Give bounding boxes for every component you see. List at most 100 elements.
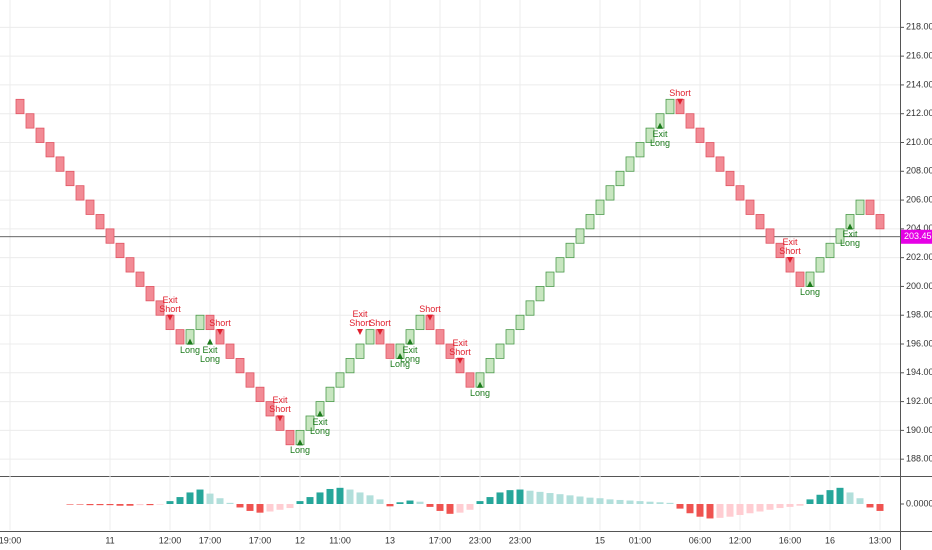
down-brick [695, 127, 705, 143]
up-brick [635, 142, 645, 158]
signal-arrow [477, 381, 483, 388]
histogram-bar [836, 487, 844, 504]
down-brick [115, 242, 125, 259]
y-tick-label: 196.00 [906, 338, 932, 348]
histogram-bar [456, 504, 464, 513]
signal-label: Exit Long [399, 344, 421, 364]
down-brick [745, 199, 755, 215]
signal-label: Exit Short [349, 309, 371, 328]
up-brick [615, 170, 625, 187]
histogram-bar [486, 497, 494, 504]
down-brick [755, 214, 765, 230]
histogram-bar [616, 499, 624, 504]
signal-label: Short [419, 303, 441, 314]
histogram-bar [86, 504, 94, 506]
histogram-bar [646, 501, 654, 504]
histogram-bar [446, 504, 454, 514]
y-tick-label: 210.00 [906, 137, 932, 147]
down-brick [175, 329, 185, 345]
down-brick [715, 156, 725, 172]
down-brick [765, 228, 775, 244]
histogram-bar [276, 504, 284, 510]
histogram-bar [426, 504, 434, 507]
signal-arrow [277, 415, 283, 422]
signal-arrow [297, 439, 303, 446]
histogram-bar [406, 500, 414, 504]
up-brick [495, 343, 505, 359]
histogram-bar [346, 489, 354, 504]
x-tick-label: 17:00 [429, 535, 452, 545]
up-brick [855, 199, 865, 215]
down-brick [155, 300, 165, 316]
histogram-bar [106, 504, 114, 506]
down-brick [685, 113, 695, 129]
signal-label: Exit Short [159, 294, 181, 314]
histogram-bar [726, 504, 734, 517]
histogram-bar [776, 504, 784, 509]
histogram-bar [166, 501, 174, 504]
x-tick-label: 19:00 [0, 535, 21, 545]
y-tick-label: 218.00 [906, 22, 932, 32]
histogram-bar [656, 502, 664, 504]
histogram-bar [296, 501, 304, 504]
signal-label: Short [209, 318, 231, 328]
up-brick [555, 257, 565, 273]
histogram-bar [606, 499, 614, 504]
up-brick [595, 199, 605, 215]
down-brick [15, 98, 25, 115]
signal-label: Short [669, 87, 691, 98]
up-brick [415, 314, 425, 331]
y-tick-label: 202.00 [906, 252, 932, 262]
histogram-bar [786, 504, 794, 507]
x-tick-label: 11:00 [329, 535, 351, 545]
histogram-bar [796, 504, 804, 506]
histogram-bar [336, 487, 344, 504]
signal-label: Exit Short [449, 337, 471, 357]
down-brick [725, 170, 735, 187]
x-tick-label: 06:00 [689, 535, 712, 545]
down-brick [105, 228, 115, 244]
x-tick-label: 17:00 [199, 535, 222, 545]
up-brick [645, 127, 655, 143]
down-brick [85, 199, 95, 215]
histogram-bar [416, 501, 424, 504]
signal-arrow [207, 338, 213, 345]
histogram-bar [546, 493, 554, 504]
down-brick [265, 401, 275, 417]
histogram-bar [246, 504, 254, 511]
histogram-bar [696, 504, 704, 517]
histogram-bar [236, 504, 244, 508]
histogram-bar [476, 501, 484, 504]
down-brick [255, 386, 265, 402]
histogram-bar [746, 504, 754, 514]
histogram-bar [676, 504, 684, 509]
histogram-bar [116, 504, 124, 506]
histogram-bar [736, 504, 744, 515]
x-tick-label: 13:00 [869, 535, 892, 545]
down-brick [75, 185, 85, 201]
up-brick [625, 156, 635, 172]
signal-label: Long [179, 344, 201, 355]
up-brick [365, 329, 375, 345]
histogram-bar [186, 492, 194, 504]
up-brick [545, 271, 555, 287]
histogram-bar [226, 502, 234, 504]
x-tick-label: 23:00 [509, 535, 532, 545]
signal-label: Exit Short [779, 237, 801, 257]
y-tick-label: 0.0000 [906, 498, 932, 508]
x-tick-label: 17:00 [249, 535, 272, 545]
up-brick [305, 415, 315, 431]
up-brick [515, 314, 525, 331]
histogram-bar [66, 504, 74, 505]
y-tick-label: 214.00 [906, 79, 932, 89]
histogram-bar [366, 495, 374, 504]
histogram-bar [286, 504, 294, 509]
histogram-bar [326, 488, 334, 504]
histogram-bar [126, 504, 134, 506]
x-tick-label: 23:00 [469, 535, 492, 545]
histogram-bar [96, 504, 104, 506]
up-brick [525, 300, 535, 316]
histogram-bar [756, 504, 764, 512]
up-brick [355, 343, 365, 359]
